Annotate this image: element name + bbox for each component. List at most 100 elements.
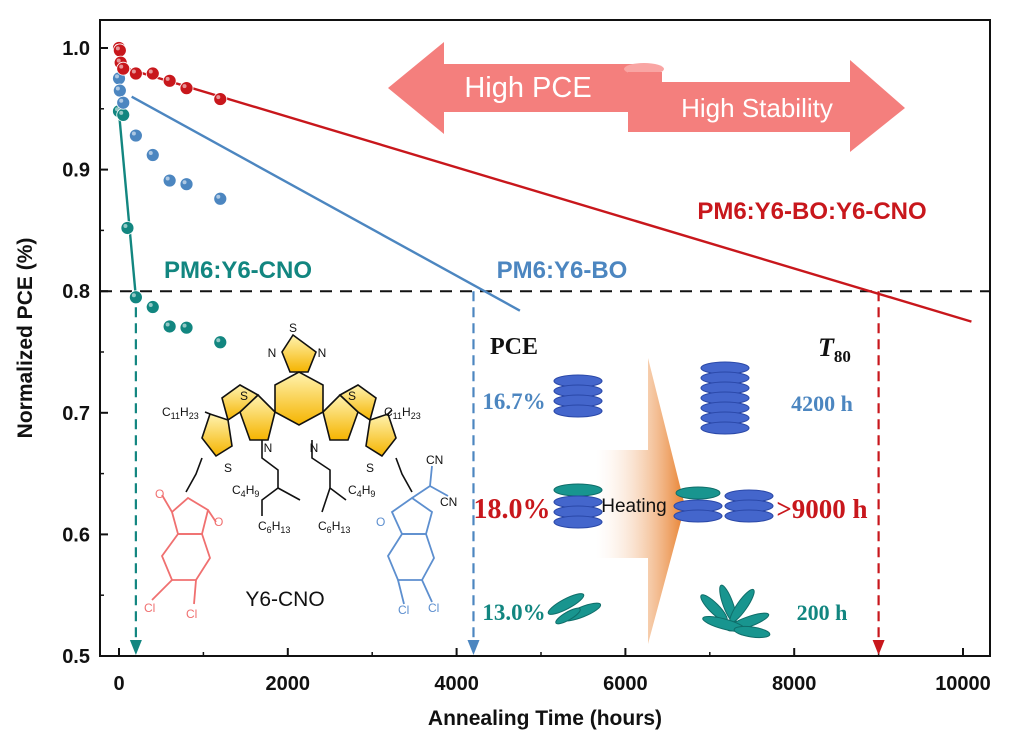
cn-bond-2 (429, 485, 449, 497)
dicyano-bond (411, 485, 431, 499)
series-label-blue: PM6:Y6-BO (497, 257, 628, 284)
t80-header: T80 (818, 333, 851, 366)
high-pce-label: High PCE (464, 72, 591, 104)
y-tick-label: 0.6 (62, 524, 90, 546)
data-point-highlight (115, 74, 119, 79)
data-point (162, 319, 177, 334)
fit-lines (117, 65, 972, 323)
atom-n-pyrrole-right: N (310, 441, 319, 455)
series-label-red: PM6:Y6-BO:Y6-CNO (697, 198, 926, 225)
fit-line (118, 65, 972, 323)
alkyl-chain-left (261, 440, 279, 516)
disc-stack-mixed-before (553, 483, 603, 529)
t80-value-red: >9000 h (776, 494, 867, 524)
t80-arrowhead (872, 640, 885, 655)
data-point-highlight (148, 69, 153, 74)
t80-arrowhead (129, 640, 142, 655)
data-point-highlight (119, 98, 124, 103)
atom-s-right-2: S (366, 461, 374, 475)
carbonyl-left-1 (161, 494, 173, 513)
data-point-highlight (148, 303, 153, 308)
atom-cn-2: CN (440, 495, 457, 509)
x-axis-title: Annealing Time (hours) (428, 707, 662, 730)
indanone-right-five (390, 496, 434, 535)
data-point-highlight (148, 151, 153, 156)
high-pce-arrow: High PCE (388, 42, 655, 134)
data-point-highlight (216, 338, 221, 343)
thiophene-right-1 (338, 384, 377, 422)
data-point (213, 92, 228, 106)
alkyl-branch-left (277, 487, 301, 501)
thiadiazole-ring (281, 333, 317, 373)
data-point-highlight (123, 223, 128, 228)
data-point-highlight (115, 107, 119, 112)
data-point-highlight (216, 95, 221, 100)
data-point-highlight (119, 110, 124, 115)
data-point-highlight (119, 64, 124, 69)
pyrrole-left (239, 393, 276, 441)
high-stability-arrow-shape (628, 60, 905, 152)
series-label-teal: PM6:Y6-CNO (164, 257, 312, 284)
data-point-highlight (131, 293, 136, 298)
atom-cl-right-2: Cl (428, 601, 439, 615)
y-tick-label: 1.0 (62, 38, 90, 60)
data-point (112, 83, 127, 98)
cl-bond-left-2 (193, 579, 197, 605)
thiophene-left-2 (201, 412, 233, 458)
data-point-highlight (165, 176, 170, 181)
atom-cl-left-2: Cl (186, 607, 197, 621)
t80-dashes (100, 290, 990, 655)
atom-n-right: N (318, 346, 327, 360)
atom-n-pyrrole-left: N (264, 441, 273, 455)
morphology-panel: PCE T80 Heating 16.7% 18.0% 13.0% 4200 h… (474, 333, 868, 644)
vinyl-left (185, 457, 203, 493)
end-group-left (151, 494, 217, 605)
data-point-highlight (131, 69, 136, 74)
x-tick-label: 2000 (266, 673, 311, 695)
data-point (128, 66, 143, 81)
disc-stack-blue-before (553, 374, 603, 418)
data-point (120, 221, 135, 235)
x-tick-label: 4000 (434, 673, 479, 695)
atom-cl-right-1: Cl (398, 603, 409, 617)
data-point-highlight (116, 58, 121, 63)
data-point (128, 290, 143, 305)
alkyl-c4-right: C4H9 (348, 483, 375, 499)
t80-value-blue: 4200 h (791, 391, 853, 416)
data-point (179, 320, 194, 335)
data-point-highlight (182, 84, 187, 89)
cl-bond-right-2 (397, 579, 405, 605)
molecule-name: Y6-CNO (245, 588, 324, 611)
data-point (145, 300, 160, 314)
needles-teal-after (700, 584, 771, 639)
central-ring (274, 371, 324, 426)
disc-stack-blue-after (700, 361, 750, 435)
indanone-left-six (160, 533, 211, 581)
y-tick-label: 0.7 (62, 403, 90, 425)
high-pce-arrow-shape (388, 42, 655, 134)
data-point (179, 177, 194, 192)
data-point-highlight (165, 76, 170, 81)
needles-teal-before (547, 593, 602, 625)
data-points (112, 41, 228, 350)
pce-value-red: 18.0% (474, 494, 551, 525)
data-point (112, 43, 127, 58)
thiophene-left-1 (221, 384, 260, 422)
vinyl-right (395, 457, 413, 493)
ribbon-body (628, 72, 662, 132)
heating-label: Heating (601, 496, 667, 517)
atom-cl-left-1: Cl (144, 601, 155, 615)
plot-frame (99, 19, 991, 657)
alkyl-c6-right: C6H13 (318, 519, 350, 535)
data-point (213, 335, 228, 350)
molecule-structure (185, 333, 413, 516)
x-tick-label: 0 (113, 673, 124, 695)
atom-s-right-1: S (348, 389, 356, 403)
data-point-highlight (115, 86, 120, 91)
heating-arrow (596, 358, 685, 644)
atom-s-left-1: S (240, 389, 248, 403)
atom-s-top: S (289, 321, 297, 335)
y-tick-label: 0.5 (62, 646, 90, 668)
atom-o-left-2: O (214, 515, 223, 529)
